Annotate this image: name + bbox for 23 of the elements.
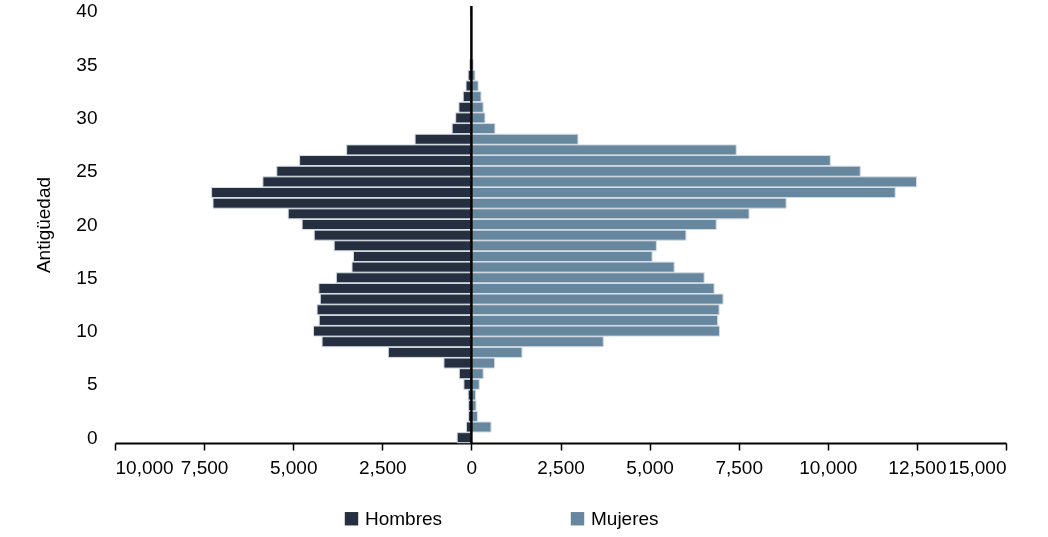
x-tick-label: 12,500 bbox=[888, 456, 947, 478]
x-tick-label: 15,000 bbox=[948, 456, 1007, 478]
legend-label: Mujeres bbox=[591, 507, 659, 529]
x-tick-label: 5,000 bbox=[626, 456, 674, 478]
x-tick-label: 2,500 bbox=[537, 456, 585, 478]
x-tick-label: 5,000 bbox=[269, 456, 318, 478]
x-tick-label: 0 bbox=[466, 456, 478, 478]
y-tick-label: 0 bbox=[86, 426, 98, 448]
x-tick-label: 10,000 bbox=[115, 456, 174, 478]
x-tick-label: 7,500 bbox=[715, 456, 763, 478]
y-tick-label: 5 bbox=[86, 373, 98, 395]
x-tick-label: 7,500 bbox=[180, 456, 229, 478]
x-tick-label: 10,000 bbox=[799, 456, 858, 478]
legend-label: Hombres bbox=[365, 507, 443, 529]
x-tick-label: 2,500 bbox=[359, 456, 407, 478]
y-axis-title: Antigüedad bbox=[33, 176, 55, 274]
y-tick-label: 25 bbox=[76, 160, 98, 182]
y-tick-label: 15 bbox=[76, 266, 98, 288]
y-tick-label: 35 bbox=[76, 53, 98, 75]
y-tick-label: 30 bbox=[76, 106, 98, 128]
y-tick-label: 40 bbox=[76, 0, 98, 22]
y-tick-label: 10 bbox=[76, 320, 98, 342]
y-tick-label: 20 bbox=[76, 213, 98, 235]
